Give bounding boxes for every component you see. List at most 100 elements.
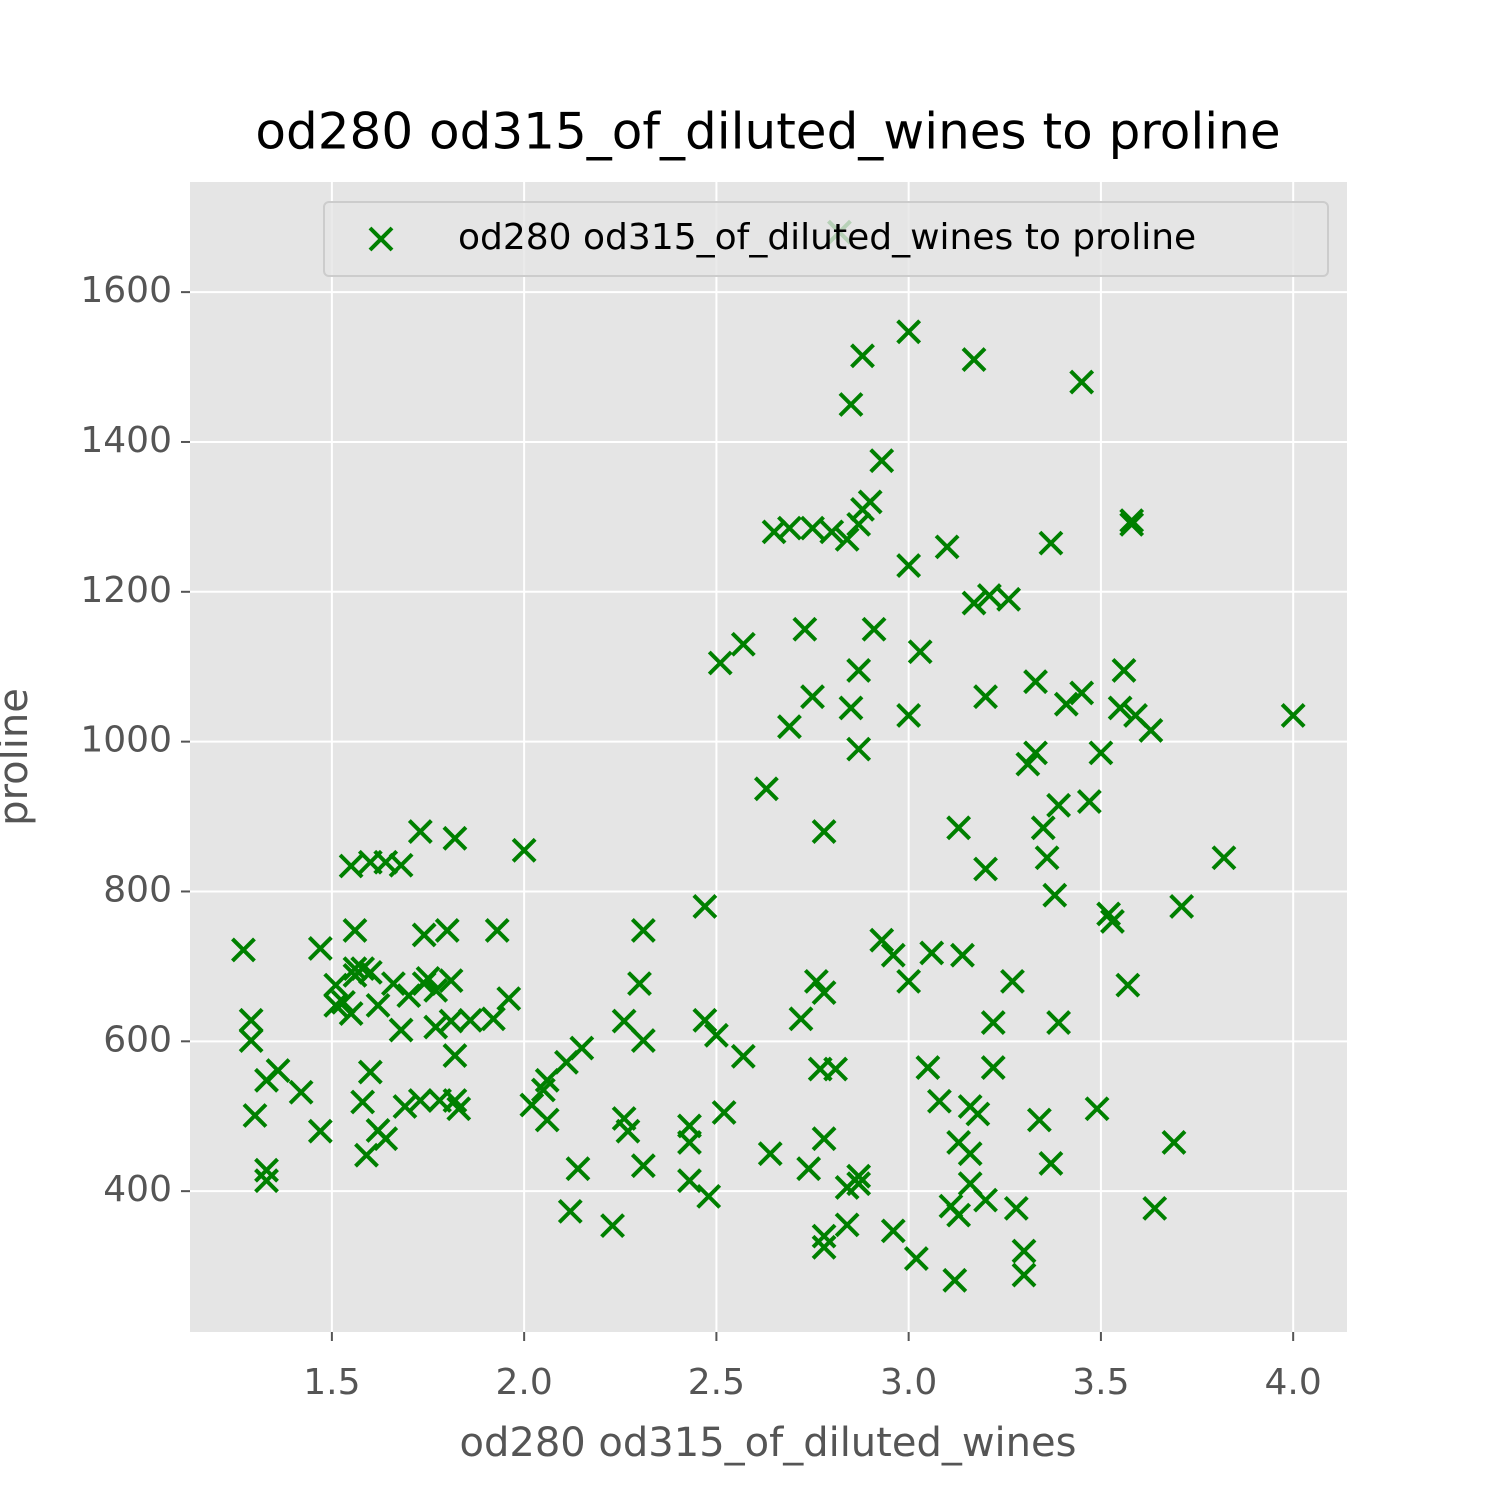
point <box>1084 1096 1110 1122</box>
point <box>1026 1107 1052 1133</box>
point <box>973 856 998 882</box>
point <box>350 1089 376 1115</box>
point <box>730 1043 756 1069</box>
point <box>707 650 733 676</box>
point <box>869 927 895 953</box>
point <box>950 942 975 968</box>
point <box>530 1077 556 1103</box>
point <box>880 1218 906 1244</box>
point <box>846 658 872 683</box>
point <box>388 1017 414 1043</box>
point <box>457 1007 483 1033</box>
y-tick-label: 600 <box>103 1019 172 1060</box>
point <box>480 1006 506 1032</box>
y-tick-label: 1200 <box>80 570 172 611</box>
point <box>838 695 864 721</box>
point <box>1111 658 1137 683</box>
point <box>630 1028 656 1053</box>
point <box>373 1126 399 1152</box>
point <box>957 1141 983 1167</box>
point <box>323 992 349 1018</box>
point <box>961 590 987 616</box>
point <box>380 971 406 997</box>
point <box>630 1153 656 1179</box>
legend-label: od280 od315_of_diluted_wines to proline <box>458 217 1196 258</box>
point <box>1169 894 1195 919</box>
y-tick-label: 400 <box>103 1169 172 1210</box>
point <box>254 1067 279 1093</box>
point <box>846 736 872 762</box>
point <box>307 1118 333 1144</box>
point <box>554 1049 579 1075</box>
point <box>711 1100 737 1125</box>
point <box>323 972 349 998</box>
point <box>438 1008 464 1034</box>
point <box>834 526 860 552</box>
point <box>611 1008 637 1034</box>
point <box>777 515 802 541</box>
point <box>692 894 718 919</box>
point <box>442 825 468 851</box>
point <box>357 1059 383 1085</box>
point <box>965 1101 991 1127</box>
point <box>338 853 364 879</box>
point <box>811 819 837 844</box>
point <box>1038 1151 1064 1176</box>
point <box>1034 845 1060 871</box>
point <box>811 1223 837 1249</box>
point <box>423 977 449 1003</box>
chart-title: od280 od315_of_diluted_wines to proline <box>255 103 1280 161</box>
point <box>1003 1195 1029 1221</box>
point <box>365 992 391 1018</box>
point <box>1280 703 1306 728</box>
x-tick-label: 4.0 <box>1265 1362 1322 1403</box>
point <box>396 983 422 1009</box>
point <box>896 703 922 728</box>
point <box>427 1088 452 1113</box>
point <box>1038 530 1064 556</box>
y-tick-label: 1600 <box>80 270 172 311</box>
point <box>434 918 460 943</box>
point <box>942 1267 968 1293</box>
point <box>834 1174 860 1200</box>
point <box>1015 751 1041 777</box>
point <box>796 1156 822 1182</box>
point <box>757 1141 783 1167</box>
point <box>511 837 537 863</box>
point <box>850 496 875 522</box>
point <box>946 1202 972 1228</box>
point <box>392 1094 418 1119</box>
y-tick-label: 1000 <box>80 720 172 761</box>
point <box>1046 792 1072 818</box>
x-tick-label: 1.5 <box>303 1362 360 1403</box>
point <box>627 971 652 997</box>
point <box>615 1118 641 1144</box>
point <box>961 347 987 372</box>
legend-box <box>323 201 1329 277</box>
point <box>753 776 779 802</box>
x-tick-label: 3.0 <box>880 1362 937 1403</box>
point <box>1096 901 1122 927</box>
point <box>980 1010 1006 1036</box>
grid <box>190 182 1347 1332</box>
point <box>788 1006 814 1032</box>
point <box>331 989 356 1015</box>
point <box>1115 972 1141 998</box>
x-axis-label: od280 od315_of_diluted_wines <box>460 1420 1077 1466</box>
x-tick-label: 3.5 <box>1072 1362 1129 1403</box>
point <box>846 511 872 537</box>
point <box>254 1157 279 1183</box>
y-tick-label: 800 <box>103 869 172 910</box>
point <box>1100 909 1125 934</box>
point <box>730 631 756 657</box>
point <box>792 616 818 642</box>
point <box>915 1055 941 1080</box>
point <box>996 586 1022 612</box>
point <box>907 639 933 665</box>
point <box>803 968 829 994</box>
point <box>630 918 656 943</box>
point <box>307 936 333 961</box>
point <box>1030 815 1056 841</box>
point <box>777 714 802 740</box>
